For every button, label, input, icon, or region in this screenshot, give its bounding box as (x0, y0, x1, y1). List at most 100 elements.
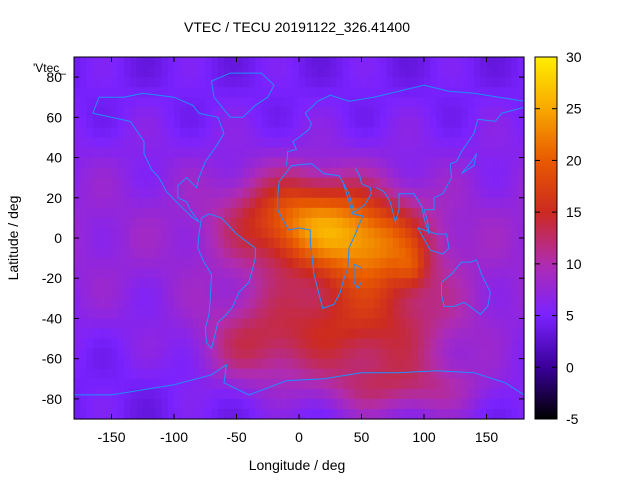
heatmap-cell (449, 328, 456, 340)
heatmap-cell (280, 187, 288, 199)
heatmap-cell (467, 177, 475, 189)
heatmap-cell (142, 258, 150, 269)
heatmap-cell (99, 227, 106, 239)
heatmap-cell (442, 248, 450, 259)
heatmap-cell (267, 258, 275, 269)
heatmap-cell (480, 137, 488, 149)
heatmap-cell (124, 227, 131, 239)
heatmap-cell (149, 358, 156, 370)
heatmap-cell (180, 408, 188, 420)
heatmap-cell (467, 167, 475, 179)
heatmap-cell (392, 67, 400, 78)
heatmap-cell (317, 137, 325, 149)
heatmap-cell (392, 177, 400, 189)
heatmap-cell (467, 137, 475, 149)
heatmap-cell (499, 97, 506, 108)
heatmap-cell (217, 288, 225, 299)
heatmap-cell (286, 408, 294, 420)
heatmap-cell (117, 388, 125, 400)
heatmap-cell (411, 227, 419, 239)
heatmap-cell (299, 248, 306, 259)
heatmap-cell (211, 298, 219, 309)
heatmap-cell (324, 388, 331, 400)
heatmap-cell (467, 147, 475, 159)
heatmap-cell (217, 97, 225, 108)
heatmap-cell (111, 348, 119, 360)
heatmap-cell (230, 187, 238, 199)
heatmap-cell (224, 147, 231, 159)
heatmap-cell (374, 107, 381, 118)
heatmap-cell (392, 137, 400, 149)
heatmap-cell (361, 187, 369, 199)
heatmap-cell (417, 408, 425, 420)
heatmap-cell (399, 137, 406, 149)
heatmap-cell (180, 57, 188, 68)
heatmap-cell (355, 268, 363, 279)
heatmap-cell (255, 268, 263, 279)
heatmap-cell (192, 87, 200, 98)
heatmap-cell (117, 328, 125, 340)
colorbar-tick-label: 25 (566, 101, 582, 117)
heatmap-cell (99, 238, 106, 249)
heatmap-cell (324, 197, 331, 209)
heatmap-cell (399, 187, 406, 199)
heatmap-cell (430, 87, 438, 98)
heatmap-cell (86, 358, 94, 370)
heatmap-cell (80, 348, 88, 360)
heatmap-cell (442, 217, 450, 229)
heatmap-cell (130, 157, 138, 169)
heatmap-cell (336, 97, 344, 108)
heatmap-cell (461, 117, 469, 128)
heatmap-cell (355, 278, 363, 289)
heatmap-cell (361, 207, 369, 219)
heatmap-cell (261, 147, 269, 159)
heatmap-cell (267, 368, 275, 380)
heatmap-cell (330, 348, 338, 360)
heatmap-cell (142, 127, 150, 139)
heatmap-cell (167, 217, 175, 229)
heatmap-cell (511, 398, 519, 410)
heatmap-cell (92, 408, 100, 420)
heatmap-cell (142, 217, 150, 229)
heatmap-cell (105, 288, 113, 299)
heatmap-cell (155, 318, 163, 330)
heatmap-cell (230, 388, 238, 400)
heatmap-cell (317, 157, 325, 169)
heatmap-cell (111, 328, 119, 340)
heatmap-cell (336, 248, 344, 259)
heatmap-cell (86, 248, 94, 259)
heatmap-cell (474, 398, 481, 410)
heatmap-cell (217, 187, 225, 199)
heatmap-cell (192, 278, 200, 289)
heatmap-cell (161, 308, 169, 320)
heatmap-cell (417, 127, 425, 139)
heatmap-cell (80, 147, 88, 159)
heatmap-cell (74, 197, 81, 209)
heatmap-cell (149, 157, 156, 169)
heatmap-cell (199, 308, 206, 320)
heatmap-cell (342, 227, 350, 239)
heatmap-cell (286, 167, 294, 179)
heatmap-cell (236, 57, 244, 68)
heatmap-cell (286, 388, 294, 400)
heatmap-cell (92, 207, 100, 219)
heatmap-cell (411, 258, 419, 269)
heatmap-cell (336, 358, 344, 370)
heatmap-cell (492, 127, 500, 139)
heatmap-cell (467, 238, 475, 249)
heatmap-cell (74, 157, 81, 169)
heatmap-cell (517, 157, 525, 169)
heatmap-cell (274, 358, 281, 370)
heatmap-cell (230, 408, 238, 420)
heatmap-cell (242, 207, 250, 219)
heatmap-cell (467, 67, 475, 78)
heatmap-cell (330, 197, 338, 209)
heatmap-cell (392, 358, 400, 370)
heatmap-cell (236, 187, 244, 199)
heatmap-cell (130, 117, 138, 128)
heatmap-cell (274, 398, 281, 410)
heatmap-cell (411, 57, 419, 68)
heatmap-cell (442, 117, 450, 128)
heatmap-cell (311, 338, 319, 350)
heatmap-cell (405, 187, 413, 199)
